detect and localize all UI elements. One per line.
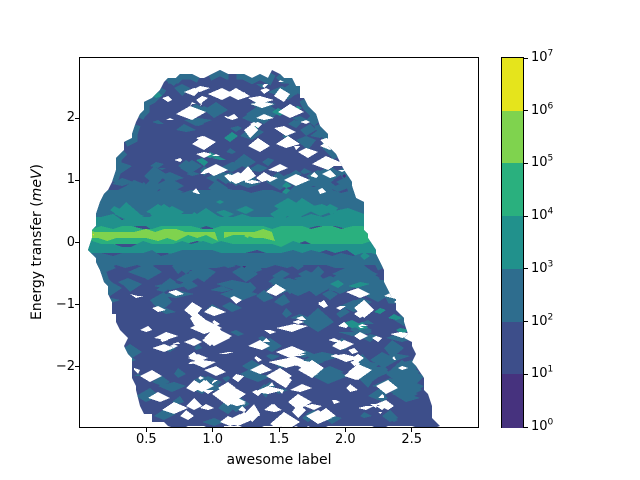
colorbar-tick-label: 103 bbox=[531, 259, 554, 276]
axes-frame bbox=[79, 57, 479, 428]
y-tick-label: 2 bbox=[66, 110, 75, 126]
colorbar-band bbox=[502, 374, 523, 428]
colorbar bbox=[501, 57, 524, 428]
colorbar-tick-label: 104 bbox=[531, 206, 554, 224]
colorbar-band bbox=[502, 110, 523, 165]
colorbar-tick-label: 102 bbox=[531, 312, 554, 329]
colorbar-tick-label: 105 bbox=[531, 154, 554, 171]
colorbar-band bbox=[502, 58, 523, 112]
colorbar-band bbox=[502, 321, 523, 375]
colorbar-tick-mark bbox=[524, 426, 528, 428]
x-tick-mark bbox=[344, 428, 346, 432]
y-tick-label: −2 bbox=[55, 358, 75, 374]
colorbar-tick-mark bbox=[524, 268, 528, 270]
y-axis-label-text: Energy transfer ( bbox=[29, 201, 45, 320]
x-tick-mark bbox=[278, 428, 280, 432]
y-tick-label: 0 bbox=[66, 234, 75, 250]
x-tick-label: 2.5 bbox=[401, 432, 422, 447]
y-tick-label: 1 bbox=[66, 172, 75, 188]
colorbar-tick-mark bbox=[524, 110, 528, 112]
y-axis-label-close-paren: ) bbox=[29, 164, 45, 170]
x-axis-label: awesome label bbox=[226, 452, 332, 468]
y-tick-mark bbox=[75, 179, 79, 181]
x-tick-label: 0.5 bbox=[135, 432, 157, 447]
x-tick-mark bbox=[411, 428, 413, 432]
y-axis-label-italic-unit: meV bbox=[29, 169, 45, 202]
colorbar-band bbox=[502, 268, 523, 323]
contour-plot bbox=[88, 70, 440, 427]
colorbar-tick-label: 106 bbox=[531, 101, 554, 118]
x-tick-label: 1.0 bbox=[202, 432, 223, 447]
x-tick-label: 2.0 bbox=[334, 432, 356, 447]
colorbar-tick-mark bbox=[524, 373, 528, 375]
y-tick-mark bbox=[75, 366, 79, 368]
y-tick-mark bbox=[75, 117, 79, 119]
y-tick-mark bbox=[75, 304, 79, 306]
colorbar-tick-label: 101 bbox=[531, 364, 554, 382]
colorbar-tick-label: 107 bbox=[531, 48, 554, 65]
colorbar-tick-mark bbox=[524, 162, 528, 164]
colorbar-tick-mark bbox=[524, 215, 528, 217]
y-tick-mark bbox=[75, 242, 79, 243]
x-tick-mark bbox=[212, 428, 214, 432]
x-tick-label: 1.5 bbox=[268, 432, 290, 447]
y-tick-label: −1 bbox=[55, 296, 75, 312]
y-axis-label: Energy transfer (meV) bbox=[29, 164, 45, 320]
x-tick-mark bbox=[145, 428, 147, 432]
colorbar-tick-mark bbox=[524, 321, 528, 323]
colorbar-band bbox=[502, 163, 523, 217]
colorbar-tick-label: 100 bbox=[531, 417, 554, 434]
colorbar-tick-mark bbox=[524, 57, 528, 59]
colorbar-band bbox=[502, 216, 523, 270]
